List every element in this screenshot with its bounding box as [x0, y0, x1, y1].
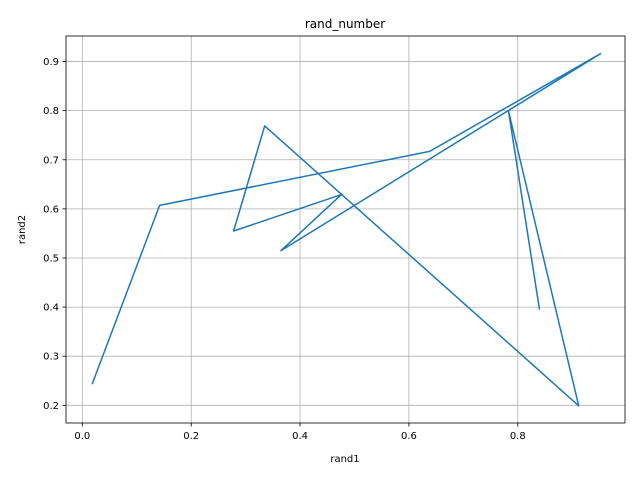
x-tick-label: 0.4	[292, 431, 308, 442]
x-tick-label: 0.8	[510, 431, 526, 442]
y-tick-label: 0.9	[43, 57, 59, 68]
y-tick-label: 0.6	[43, 204, 59, 215]
x-axis-label: rand1	[330, 454, 359, 465]
y-axis: 0.2 0.3 0.4 0.5 0.6 0.7 0.8 0.9	[43, 57, 66, 412]
y-tick-label: 0.2	[43, 401, 59, 412]
y-tick-label: 0.3	[43, 352, 59, 363]
series-group	[91, 52, 602, 407]
y-tick-label: 0.4	[43, 303, 59, 314]
series-line	[91, 52, 602, 407]
x-tick-label: 0.2	[183, 431, 199, 442]
x-tick-label: 0.6	[401, 431, 417, 442]
y-tick-label: 0.7	[43, 155, 59, 166]
x-axis: 0.0 0.2 0.4 0.6 0.8	[74, 423, 526, 442]
chart-title: rand_number	[305, 17, 385, 31]
x-tick-label: 0.0	[74, 431, 90, 442]
y-axis-label: rand2	[17, 215, 28, 244]
plot-frame	[65, 35, 626, 424]
y-tick-label: 0.8	[43, 106, 59, 117]
y-tick-label: 0.5	[43, 253, 59, 264]
